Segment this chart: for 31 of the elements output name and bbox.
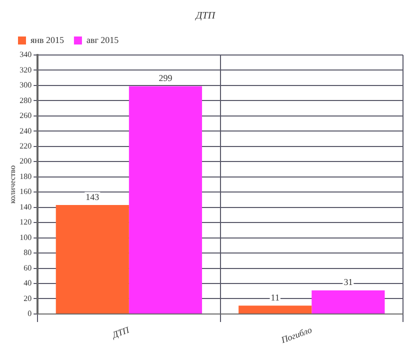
- y-tick-label: 320: [20, 65, 32, 74]
- y-tick-label: 0: [28, 309, 32, 318]
- y-axis-title: количество: [8, 165, 17, 204]
- y-tick-label: 300: [20, 80, 32, 90]
- data-label: 31: [344, 277, 353, 288]
- x-tick-label: Погибло: [278, 324, 314, 346]
- y-tick-label: 40: [24, 278, 32, 288]
- chart-title: ДТП: [194, 10, 216, 22]
- legend-label: авг 2015: [86, 34, 120, 45]
- y-tick-label: 340: [20, 50, 32, 60]
- y-tick-label: 100: [20, 232, 32, 242]
- bar: [128, 86, 202, 314]
- y-tick-label: 80: [24, 248, 32, 258]
- y-tick-label: 60: [24, 263, 32, 272]
- y-tick-label: 180: [20, 172, 32, 181]
- y-tick-label: 20: [24, 294, 32, 303]
- y-tick-label: 280: [20, 96, 32, 105]
- data-label: 299: [158, 73, 173, 84]
- y-tick-label: 200: [20, 156, 32, 166]
- y-tick-label: 260: [20, 111, 32, 120]
- y-tick-label: 120: [20, 218, 32, 227]
- legend-label: янв 2015: [30, 34, 64, 45]
- y-tick-label: 140: [20, 202, 32, 212]
- data-label: 11: [270, 292, 280, 302]
- bar: [56, 205, 129, 314]
- bar: [312, 290, 385, 314]
- data-label: 143: [86, 192, 100, 202]
- y-tick-label: 240: [20, 126, 32, 136]
- y-tick-label: 220: [20, 141, 32, 150]
- bar: [238, 306, 312, 314]
- y-tick-label: 160: [20, 187, 32, 196]
